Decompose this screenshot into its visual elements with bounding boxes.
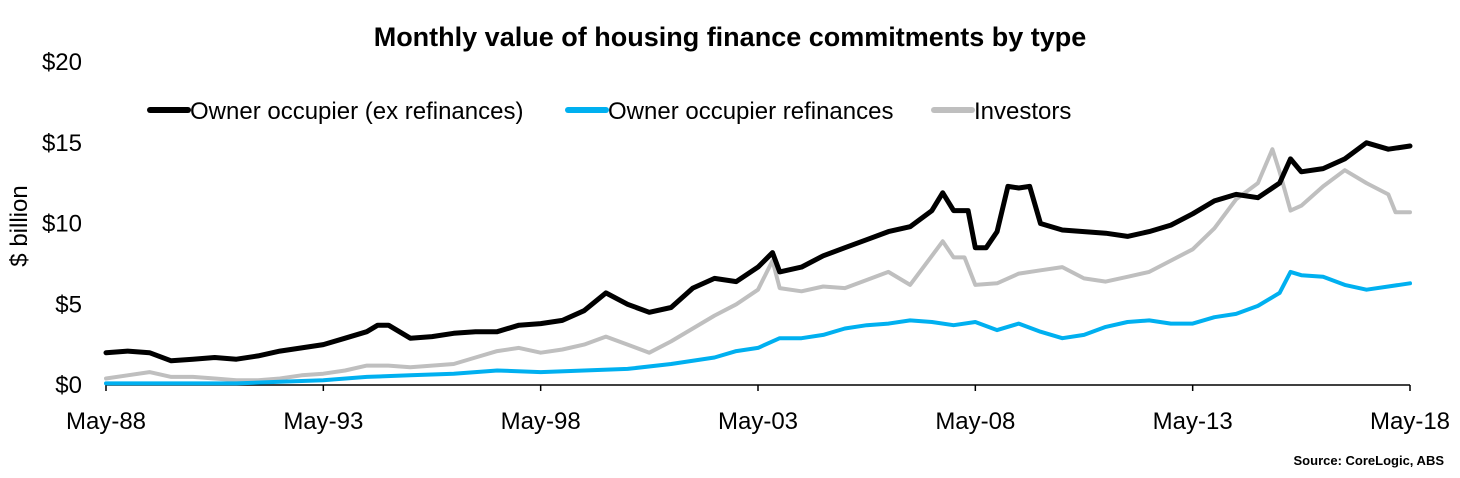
- x-tick-label: May-13: [1153, 408, 1233, 435]
- legend-label: Owner occupier refinances: [608, 98, 893, 125]
- x-tick-label: May-08: [935, 408, 1015, 435]
- series-line-owner-occupier: [103, 140, 1413, 364]
- series-line-investors: [104, 147, 1412, 383]
- x-tick-label: May-88: [66, 408, 146, 435]
- y-tick-label: $15: [42, 130, 82, 157]
- x-tick-label: May-93: [283, 408, 363, 435]
- legend-label: Investors: [974, 98, 1071, 125]
- x-axis: May-88 May-93 May-98 May-03 May-08 May-13 May-…: [66, 384, 1450, 435]
- x-tick-label: May-03: [718, 408, 798, 435]
- y-tick-label: $5: [55, 291, 82, 318]
- y-tick-label: $0: [55, 372, 82, 399]
- y-axis-label: $ billion: [6, 185, 33, 266]
- source-note: Source: CoreLogic, ABS: [1294, 453, 1445, 468]
- y-tick-label: $20: [42, 49, 82, 76]
- legend-label: Owner occupier (ex refinances): [190, 98, 523, 125]
- y-tick-label: $10: [42, 211, 82, 238]
- series-line-refinances: [104, 269, 1412, 386]
- x-tick-label: May-18: [1370, 408, 1450, 435]
- y-tick-labels: $0 $5 $10 $15 $20: [42, 49, 82, 399]
- series-lines: [103, 140, 1413, 386]
- legend: Owner occupier (ex refinances) Owner occu…: [147, 98, 1071, 125]
- x-tick-label: May-98: [501, 408, 581, 435]
- chart-title: Monthly value of housing finance commitm…: [374, 22, 1087, 52]
